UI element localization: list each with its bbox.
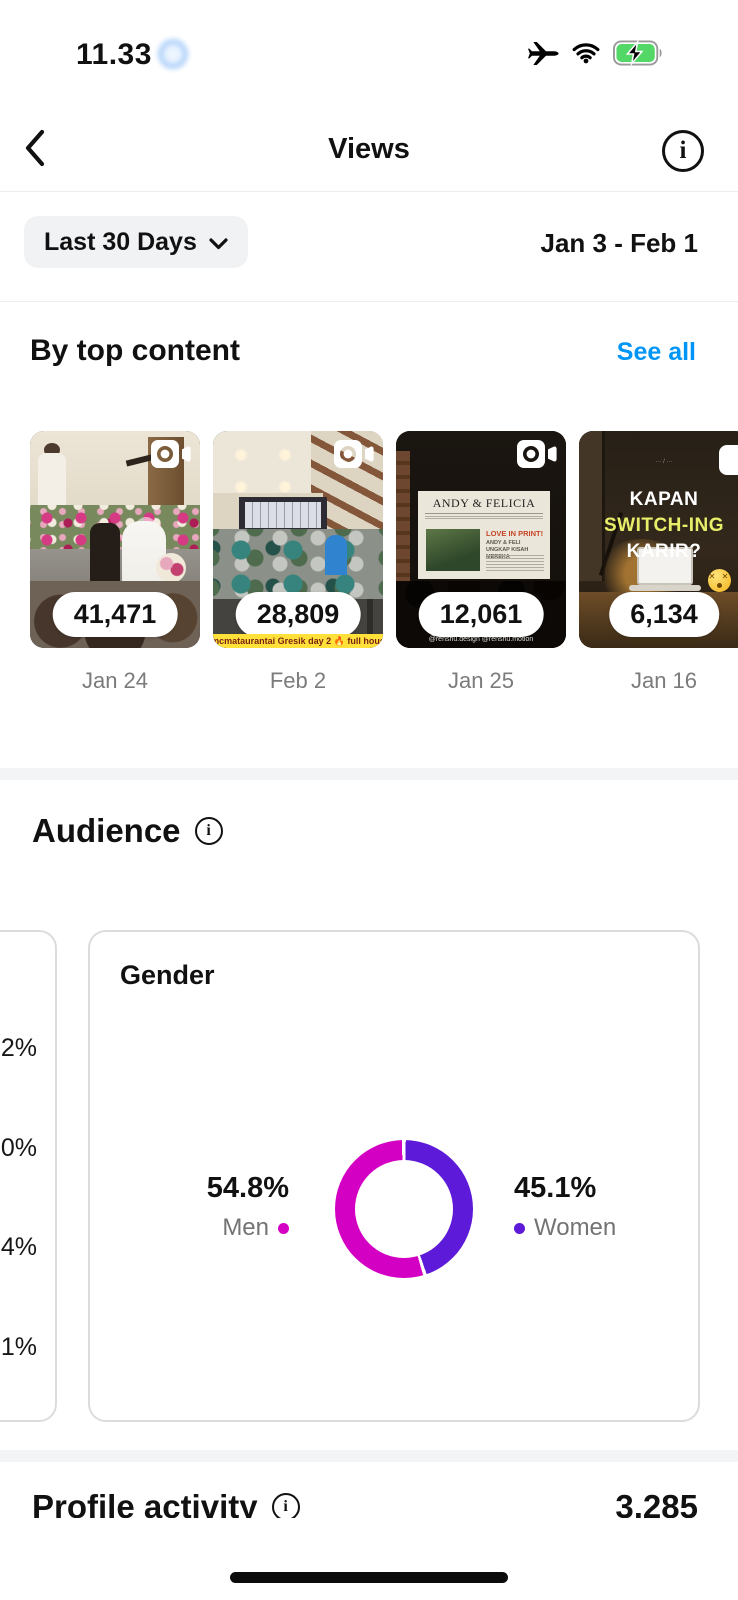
women-percent: 45.1% [514,1172,597,1204]
top-content-item-1[interactable]: 41,471 [30,431,200,648]
date-range-text: Jan 3 - Feb 1 [540,228,699,258]
thumbnail-credits: @renshu.design @renshu.motion [428,636,534,643]
filter-divider [0,301,738,302]
age-range-card-partial[interactable]: 2% 0% 4% 1% [0,930,57,1422]
age-percent-label: 4% [0,1233,37,1261]
top-content-heading: By top content [30,334,240,367]
location-indicator-blur [156,37,190,71]
section-separator [0,1450,738,1462]
views-count-pill: 6,134 [609,592,719,637]
gender-card[interactable]: Gender 54.8% Men 45.1% Women [88,930,700,1422]
item-date: Jan 16 [630,668,698,693]
battery-charging-icon [613,39,665,71]
women-legend-dot [514,1222,525,1234]
views-count-pill: 28,809 [235,592,361,637]
section-separator [0,768,738,780]
thumbnail-handle-caption: ··· / ··· [655,459,673,465]
top-content-item-2[interactable]: 28,809 #mcmataurantai Gresik day 2 🔥 ful… [213,431,383,648]
audience-heading: Audience i [32,812,223,850]
age-percent-label: 2% [0,1034,37,1062]
views-count-pill: 41,471 [52,592,178,637]
see-all-link[interactable]: See all [616,338,696,366]
chevron-left-icon [22,128,46,173]
men-percent: 54.8% [206,1172,289,1204]
views-info-icon[interactable]: i [662,130,704,172]
airplane-mode-icon [528,41,559,71]
profile-activity-value: 3,285 [615,1488,698,1518]
audience-title: Audience [32,812,181,849]
item-date: Jan 25 [447,668,515,693]
back-button[interactable] [14,128,54,172]
top-content-item-3[interactable]: ANDY & FELICIA LOVE IN PRINT! ANDY & FEL… [396,431,566,648]
projected-headline: LOVE IN PRINT! [486,529,544,538]
profile-activity-heading: Profile activity i [32,1488,300,1518]
gender-women-stat: 45.1% Women [514,1172,616,1242]
top-content-carousel: 41,471 28,809 #mcmataurantai Gresik day … [30,431,738,648]
women-label: Women [534,1214,617,1241]
item-date: Jan 24 [81,668,149,693]
page-title: Views [328,133,410,165]
age-percent-label: 1% [0,1333,37,1361]
item-date: Feb 2 [269,668,327,693]
home-indicator[interactable] [230,1572,508,1583]
men-label: Men [222,1214,269,1241]
profile-activity-info-icon[interactable]: i [271,1493,300,1518]
wifi-icon [572,42,600,69]
men-legend-dot [278,1222,289,1234]
reel-icon [334,440,374,473]
thumbnail-caption-strip: #mcmataurantai Gresik day 2 🔥 full house [213,634,383,648]
gender-men-stat: 54.8% Men [90,1172,289,1242]
chevron-down-icon [209,228,228,257]
header-divider [0,191,738,192]
thumbnail-overlay-text: KAPAN SWITCH-ING KARIR? [603,489,725,562]
projected-masthead: ANDY & FELICIA [425,496,543,514]
date-range-selector-label: Last 30 Days [44,227,197,256]
gender-card-title: Gender [120,960,215,990]
gender-donut-chart [335,1140,473,1278]
dizzy-face-emoji: ✕ ✕ [708,569,731,592]
post-icon [719,445,738,475]
reel-icon [517,440,557,473]
top-content-dates: Jan 24 Feb 2 Jan 25 Jan 16 [30,668,738,694]
top-content-item-4[interactable]: ··· / ··· KAPAN SWITCH-ING KARIR? ✕ ✕ 6,… [579,431,738,648]
profile-activity-section: Profile activity i 3,285 [0,1462,738,1518]
status-time: 11.33 [76,38,152,71]
age-percent-label: 0% [0,1134,37,1162]
reel-icon [151,440,191,473]
views-count-pill: 12,061 [418,592,544,637]
status-icons [528,39,665,71]
date-range-selector[interactable]: Last 30 Days [24,216,248,268]
audience-info-icon[interactable]: i [194,817,223,845]
